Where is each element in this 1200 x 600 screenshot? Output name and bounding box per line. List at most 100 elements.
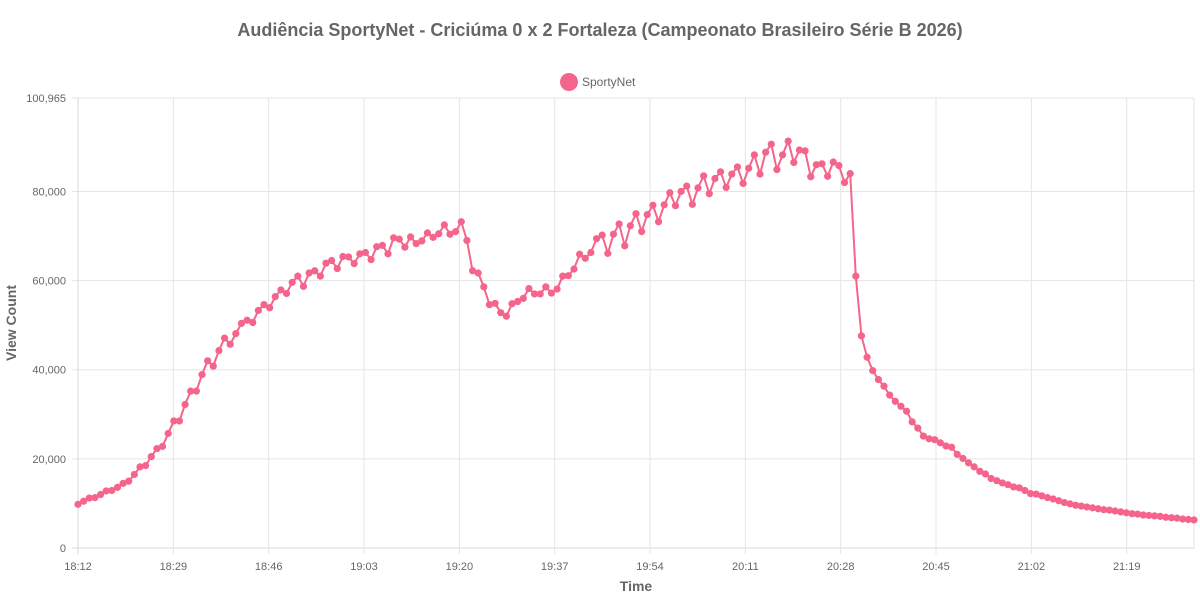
data-point[interactable] (514, 297, 522, 306)
data-point[interactable] (756, 170, 764, 178)
data-point[interactable] (125, 477, 133, 485)
data-point[interactable] (1066, 500, 1074, 508)
data-point[interactable] (953, 450, 961, 458)
data-point[interactable] (852, 272, 860, 280)
data-point[interactable] (113, 483, 122, 491)
data-point[interactable] (457, 218, 465, 226)
data-point[interactable] (311, 267, 319, 275)
data-point[interactable] (192, 387, 200, 395)
data-point[interactable] (1083, 503, 1091, 511)
data-point[interactable] (1117, 508, 1125, 516)
data-point[interactable] (964, 459, 973, 467)
data-point[interactable] (812, 161, 820, 169)
data-point[interactable] (164, 429, 172, 438)
data-point[interactable] (468, 267, 477, 275)
data-point[interactable] (260, 301, 268, 309)
data-point[interactable] (660, 201, 668, 209)
data-point[interactable] (119, 479, 127, 487)
data-point[interactable] (198, 371, 206, 379)
data-point[interactable] (897, 402, 905, 410)
data-point[interactable] (1134, 510, 1142, 518)
data-point[interactable] (299, 282, 308, 290)
data-point[interactable] (1010, 483, 1018, 491)
data-point[interactable] (948, 443, 956, 451)
data-point[interactable] (553, 285, 561, 293)
data-point[interactable] (1150, 512, 1159, 520)
data-point[interactable] (102, 487, 110, 495)
data-point[interactable] (497, 309, 505, 317)
data-point[interactable] (142, 461, 150, 470)
data-point[interactable] (147, 453, 155, 461)
data-point[interactable] (136, 463, 144, 471)
data-point[interactable] (282, 289, 291, 298)
data-point[interactable] (542, 283, 550, 291)
data-point[interactable] (91, 494, 99, 502)
data-point[interactable] (1072, 501, 1080, 509)
data-point[interactable] (654, 218, 663, 226)
data-point[interactable] (801, 147, 809, 155)
data-point[interactable] (778, 151, 787, 159)
data-point[interactable] (711, 174, 719, 183)
data-point[interactable] (1026, 490, 1035, 498)
data-point[interactable] (795, 146, 804, 154)
data-point[interactable] (908, 418, 916, 426)
data-point[interactable] (976, 467, 984, 475)
legend-label[interactable]: SportyNet (582, 75, 636, 89)
data-point[interactable] (914, 424, 922, 432)
data-point[interactable] (378, 241, 386, 249)
data-point[interactable] (733, 163, 742, 171)
data-point[interactable] (187, 387, 195, 395)
data-point[interactable] (108, 486, 116, 495)
data-point[interactable] (1156, 512, 1164, 520)
data-point[interactable] (249, 318, 257, 327)
data-point[interactable] (919, 432, 928, 440)
data-point[interactable] (96, 490, 105, 499)
data-point[interactable] (621, 242, 629, 250)
data-point[interactable] (694, 184, 702, 192)
data-point[interactable] (480, 283, 488, 291)
data-point[interactable] (215, 346, 223, 355)
data-point[interactable] (807, 173, 815, 181)
data-point[interactable] (226, 340, 234, 348)
data-point[interactable] (739, 179, 747, 188)
data-point[interactable] (80, 497, 88, 505)
data-point[interactable] (429, 233, 437, 241)
data-point[interactable] (305, 269, 313, 277)
data-point[interactable] (153, 445, 161, 453)
data-point[interactable] (863, 353, 871, 361)
data-point[interactable] (598, 231, 606, 239)
data-point[interactable] (367, 256, 375, 264)
data-point[interactable] (998, 479, 1006, 487)
data-point[interactable] (181, 400, 189, 409)
data-point[interactable] (1088, 504, 1097, 512)
data-point[interactable] (277, 286, 285, 294)
data-point[interactable] (1038, 492, 1046, 500)
data-point[interactable] (891, 397, 899, 405)
data-point[interactable] (925, 435, 933, 443)
data-point[interactable] (1190, 516, 1198, 524)
data-point[interactable] (350, 260, 358, 268)
data-point[interactable] (767, 140, 775, 148)
data-point[interactable] (356, 250, 364, 258)
data-point[interactable] (530, 290, 539, 298)
data-point[interactable] (784, 137, 792, 145)
data-point[interactable] (626, 222, 634, 230)
data-point[interactable] (936, 439, 944, 447)
data-point[interactable] (209, 362, 217, 370)
data-point[interactable] (1015, 484, 1023, 492)
data-point[interactable] (491, 299, 499, 307)
data-point[interactable] (384, 250, 392, 258)
data-point[interactable] (931, 436, 939, 444)
data-point[interactable] (993, 477, 1001, 485)
data-point[interactable] (666, 189, 674, 197)
data-point[interactable] (333, 264, 341, 273)
data-point[interactable] (570, 265, 578, 273)
data-point[interactable] (880, 382, 888, 390)
data-point[interactable] (728, 170, 736, 178)
data-point[interactable] (824, 172, 832, 180)
data-point[interactable] (840, 178, 849, 187)
data-point[interactable] (1077, 502, 1085, 510)
data-point[interactable] (175, 417, 184, 425)
data-point[interactable] (390, 234, 398, 242)
data-point[interactable] (232, 330, 240, 338)
